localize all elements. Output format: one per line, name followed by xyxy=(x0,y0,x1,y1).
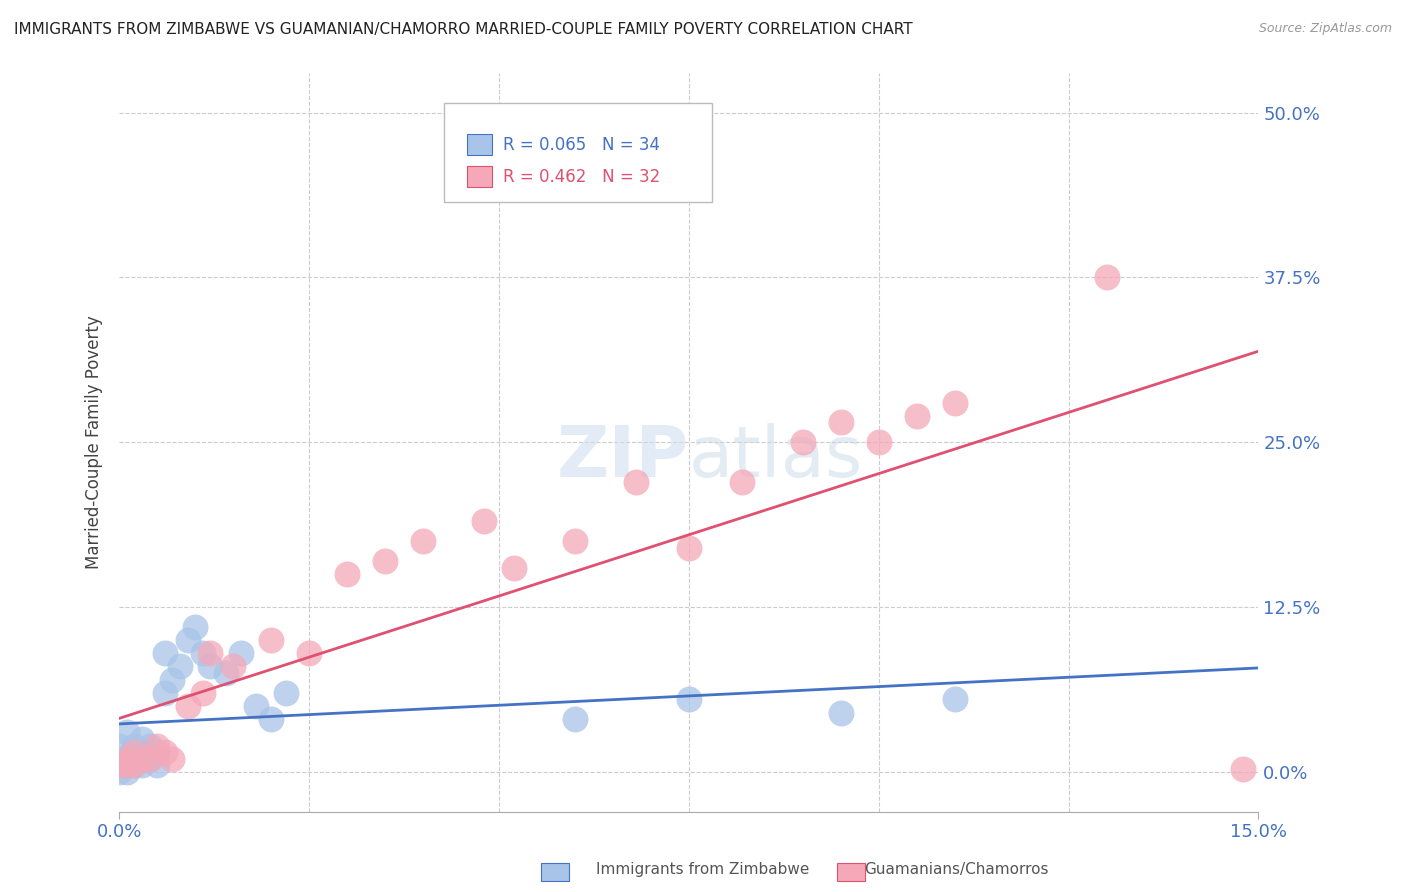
Point xyxy=(176,698,198,713)
Point xyxy=(564,712,586,726)
Point xyxy=(146,745,169,759)
Text: ZIP: ZIP xyxy=(557,423,689,491)
Point xyxy=(115,758,138,772)
Point xyxy=(830,706,852,720)
Point xyxy=(731,475,754,489)
Point xyxy=(943,692,966,706)
Point xyxy=(162,752,184,766)
Point xyxy=(115,752,138,766)
Point xyxy=(564,534,586,549)
Point xyxy=(115,758,138,772)
Point xyxy=(222,659,245,673)
Point xyxy=(1095,270,1118,285)
Point xyxy=(131,752,153,766)
Point xyxy=(124,752,146,766)
Point xyxy=(146,758,169,772)
Point xyxy=(184,620,207,634)
Point xyxy=(678,692,700,706)
Point xyxy=(214,666,236,681)
Point xyxy=(108,764,131,779)
Point xyxy=(200,659,222,673)
Point xyxy=(169,659,191,673)
Text: Guamanians/Chamorros: Guamanians/Chamorros xyxy=(863,863,1049,877)
Point xyxy=(131,731,153,746)
Text: Immigrants from Zimbabwe: Immigrants from Zimbabwe xyxy=(596,863,810,877)
Point xyxy=(108,758,131,772)
Point xyxy=(412,534,434,549)
Point xyxy=(868,435,890,450)
Point xyxy=(298,646,321,660)
Text: IMMIGRANTS FROM ZIMBABWE VS GUAMANIAN/CHAMORRO MARRIED-COUPLE FAMILY POVERTY COR: IMMIGRANTS FROM ZIMBABWE VS GUAMANIAN/CH… xyxy=(14,22,912,37)
Point xyxy=(830,416,852,430)
FancyBboxPatch shape xyxy=(444,103,711,202)
Point xyxy=(229,646,252,660)
Point xyxy=(115,752,138,766)
Text: Source: ZipAtlas.com: Source: ZipAtlas.com xyxy=(1258,22,1392,36)
Point xyxy=(624,475,647,489)
Point xyxy=(108,739,131,753)
FancyBboxPatch shape xyxy=(467,134,492,155)
Point xyxy=(374,554,396,568)
Point xyxy=(153,745,176,759)
Point xyxy=(138,739,160,753)
Point xyxy=(124,739,146,753)
Point xyxy=(108,752,131,766)
Point xyxy=(905,409,928,423)
Point xyxy=(138,752,160,766)
Y-axis label: Married-Couple Family Poverty: Married-Couple Family Poverty xyxy=(86,316,103,569)
Text: atlas: atlas xyxy=(689,423,863,491)
Point xyxy=(191,686,214,700)
Point xyxy=(124,745,146,759)
Point xyxy=(503,560,526,574)
Point xyxy=(115,725,138,739)
Point xyxy=(124,758,146,772)
Point xyxy=(336,567,359,582)
FancyBboxPatch shape xyxy=(467,166,492,187)
Point xyxy=(124,758,146,772)
Text: R = 0.065   N = 34: R = 0.065 N = 34 xyxy=(503,136,661,153)
Point xyxy=(792,435,814,450)
Point xyxy=(260,633,283,648)
Point xyxy=(176,633,198,648)
Point xyxy=(472,515,495,529)
Text: R = 0.462   N = 32: R = 0.462 N = 32 xyxy=(503,168,661,186)
Point xyxy=(153,646,176,660)
Point xyxy=(131,758,153,772)
Point xyxy=(260,712,283,726)
Point xyxy=(1232,762,1254,776)
Point xyxy=(146,739,169,753)
Point xyxy=(678,541,700,555)
Point xyxy=(115,764,138,779)
Point xyxy=(245,698,267,713)
Point xyxy=(943,395,966,409)
Point xyxy=(200,646,222,660)
Point xyxy=(162,673,184,687)
Point xyxy=(131,752,153,766)
Point xyxy=(191,646,214,660)
Point xyxy=(138,752,160,766)
Point xyxy=(153,686,176,700)
Point xyxy=(276,686,298,700)
